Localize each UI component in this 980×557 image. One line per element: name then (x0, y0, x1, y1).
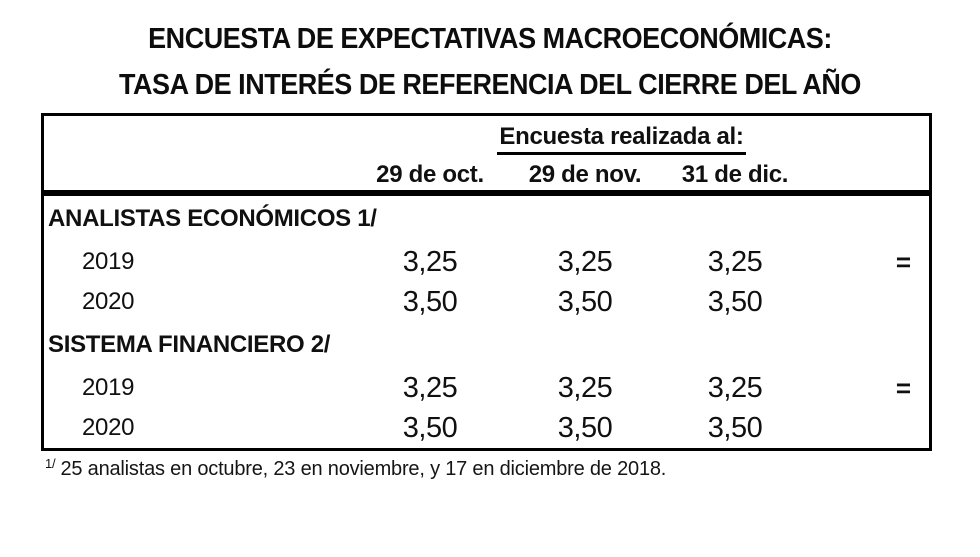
value-cell: 3,25 (402, 371, 458, 404)
title-line-1: ENCUESTA DE EXPECTATIVAS MACROECONÓMICAS… (148, 23, 832, 55)
table-row: 2020 3,50 3,50 3,50 (44, 408, 929, 448)
value-cell: 3,25 (707, 371, 763, 404)
value-cell: 3,25 (557, 245, 613, 278)
column-header-row: 29 de oct. 29 de nov. 31 de dic. (44, 158, 929, 192)
year-label: 2020 (82, 288, 135, 315)
page-title: ENCUESTA DE EXPECTATIVAS MACROECONÓMICAS… (0, 16, 980, 108)
column-header-nov: 29 de nov. (528, 161, 642, 188)
year-label: 2019 (82, 248, 135, 275)
section-header-sistema: SISTEMA FINANCIERO 2/ (44, 322, 929, 368)
expectations-table: Encuesta realizada al: 29 de oct. 29 de … (41, 113, 932, 451)
table-row: 2019 3,25 3,25 3,25 = (44, 368, 929, 408)
value-cell: 3,25 (402, 245, 458, 278)
value-cell: 3,25 (557, 371, 613, 404)
table-header: Encuesta realizada al: 29 de oct. 29 de … (44, 116, 929, 196)
column-header-dic: 31 de dic. (681, 161, 789, 188)
value-cell: 3,25 (707, 245, 763, 278)
value-cell: 3,50 (402, 411, 458, 444)
table-body: ANALISTAS ECONÓMICOS 1/ 2019 3,25 3,25 3… (44, 196, 929, 448)
equal-marker: = (895, 246, 911, 277)
table-row: 2020 3,50 3,50 3,50 (44, 282, 929, 322)
section-header-analistas: ANALISTAS ECONÓMICOS 1/ (44, 196, 929, 242)
section-label: ANALISTAS ECONÓMICOS 1/ (48, 205, 377, 232)
year-label: 2020 (82, 414, 135, 441)
section-label: SISTEMA FINANCIERO 2/ (48, 331, 331, 358)
column-header-oct: 29 de oct. (376, 161, 484, 188)
survey-date-header: Encuesta realizada al: (497, 123, 746, 155)
value-cell: 3,50 (707, 411, 763, 444)
survey-header-row: Encuesta realizada al: (44, 120, 929, 158)
value-cell: 3,50 (557, 285, 613, 318)
table-row: 2019 3,25 3,25 3,25 = (44, 242, 929, 282)
title-line-2: TASA DE INTERÉS DE REFERENCIA DEL CIERRE… (119, 69, 861, 101)
year-label: 2019 (82, 374, 135, 401)
value-cell: 3,50 (707, 285, 763, 318)
value-cell: 3,50 (402, 285, 458, 318)
footnote: 1/25 analistas en octubre, 23 en noviemb… (45, 456, 667, 481)
footnote-marker: 1/ (45, 456, 56, 471)
value-cell: 3,50 (557, 411, 613, 444)
footnote-text: 25 analistas en octubre, 23 en noviembre… (60, 458, 667, 480)
equal-marker: = (895, 372, 911, 403)
